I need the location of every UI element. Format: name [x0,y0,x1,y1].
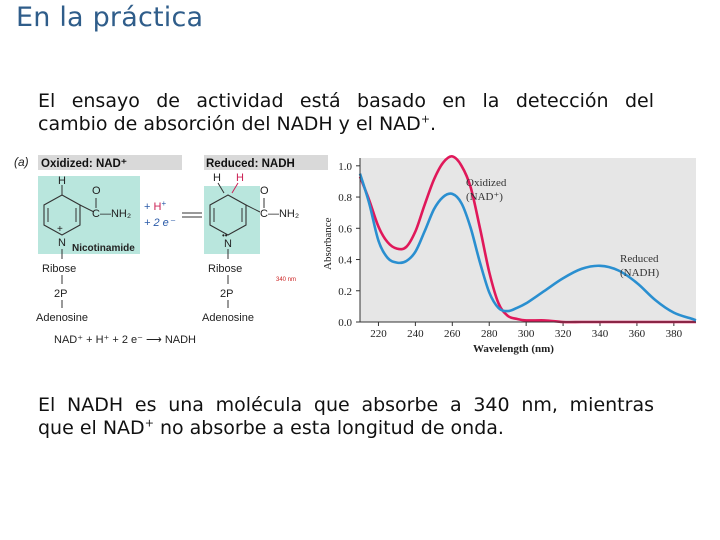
reduced-n-dots: •• [222,231,228,240]
reagent-h: H [153,201,161,213]
x-tick-label: 340 [592,328,609,340]
intro-line-2-end: . [430,113,437,135]
reduced-c-bond [245,204,261,213]
outro-paragraph: El NADH es una molécula que absorbe a 34… [38,394,654,440]
x-tick-label: 320 [555,328,572,340]
x-tick-label: 220 [370,328,387,340]
x-tick-label: 240 [407,328,424,340]
y-tick-label: 0.8 [338,192,352,204]
reduced-h2: H [236,172,244,184]
oxidized-label: Oxidized: NAD⁺ [41,158,127,170]
reagent-electrons: + 2 e⁻ [144,217,176,229]
oxidized-c-bond [79,204,95,213]
reduced-n: N [224,238,232,250]
reduced-series-line [358,173,697,322]
reduced-adenosine: Adenosine [202,312,254,324]
oxidized-structure: Oxidized: NAD⁺ H O C—NH₂ + N Nicotinamid… [36,155,182,324]
x-tick-label: 260 [444,328,461,340]
reduced-h1-bond [217,182,225,194]
reduced-h2-bond [231,182,239,194]
x-tick-label: 280 [481,328,498,340]
reduced-label: Reduced: NADH [206,158,295,170]
reduced-oxygen: O [260,185,269,197]
x-tick-label: 360 [629,328,646,340]
y-tick-label: 1.0 [338,161,352,173]
outro-line-1: El NADH es una molécula que absorbe a 34… [38,394,654,416]
y-axis-label: Absorbance [322,217,334,270]
reduced-series-label: Reduced (NADH) [620,253,661,279]
nicotinamide-label: Nicotinamide [72,243,135,254]
outro-line-2-text: que el NAD [38,417,145,439]
oxidized-ring-h: H [58,175,66,187]
reaction-equation: NAD⁺ + H⁺ + 2 e⁻ ⟶ NADH [54,334,196,346]
y-tick-label: 0.0 [338,317,352,329]
reduced-ring-panel [204,186,260,254]
y-tick-label: 0.4 [338,255,352,267]
reduced-absorb-note: 340 nm [276,277,296,283]
page-title: En la práctica [16,2,204,33]
nad-figure: (a) Oxidized: NAD⁺ H O C—NH₂ + N Nicotin… [14,155,697,355]
reduced-phosphate: 2P [220,288,233,300]
chart-marks: 0.0 0.2 0.4 0.6 0.8 1.0 220 240 260 280 300 320 340 3… [338,155,697,340]
x-axis-label: Wavelength (nm) [473,343,554,355]
oxidized-oxygen: O [92,185,101,197]
oxidized-ring-panel [38,176,140,254]
reagent-hplus: + H+ [144,199,166,213]
oxidized-amide-group: C—NH₂ [92,208,131,220]
y-tick-label: 0.2 [338,286,352,298]
reduced-series-label-line1: Reduced [620,253,659,265]
intro-line-1: El ensayo de actividad está basado en la… [38,90,654,112]
intro-superscript: + [420,112,431,126]
reduced-label-bar [204,155,328,170]
reagents: + H+ + 2 e⁻ [144,199,202,229]
reagent-h-sup: + [161,199,166,208]
outro-line-2: que el NAD+ no absorbe a esta longitud d… [38,417,654,440]
reduced-structure: Reduced: NADH H H O C—NH₂ •• N Ribose 34… [202,155,328,324]
panel-label: (a) [14,155,29,169]
oxidized-phosphate: 2P [54,288,67,300]
outro-line-2-end: no absorbe a esta longitud de onda. [153,417,504,439]
oxidized-label-bar [38,155,182,170]
intro-paragraph: El ensayo de actividad está basado en la… [38,90,654,136]
oxidized-n: N [58,237,66,249]
intro-line-2: cambio de absorción del NADH y el NAD+. [38,113,654,136]
oxidized-series-label: Oxidized (NAD⁺) [466,177,509,203]
reduced-h1: H [213,172,221,184]
reduced-ribose: Ribose [208,263,242,275]
x-tick-label: 380 [666,328,683,340]
x-tick-label: 300 [518,328,535,340]
absorbance-chart: 0.0 0.2 0.4 0.6 0.8 1.0 220 240 260 280 300 320 340 3… [322,155,697,355]
oxidized-series-label-line1: Oxidized [466,177,507,189]
reduced-series-label-line2: (NADH) [620,267,659,279]
oxidized-adenosine: Adenosine [36,312,88,324]
oxidized-n-charge: + [57,224,63,235]
y-tick-label: 0.6 [338,223,352,235]
intro-line-2-text: cambio de absorción del NADH y el NAD [38,113,421,135]
reduced-amide-group: C—NH₂ [260,208,299,220]
plot-area [360,158,696,322]
outro-superscript: + [144,416,154,430]
oxidized-ribose: Ribose [42,263,76,275]
oxidized-series-label-line2: (NAD⁺) [466,191,503,203]
